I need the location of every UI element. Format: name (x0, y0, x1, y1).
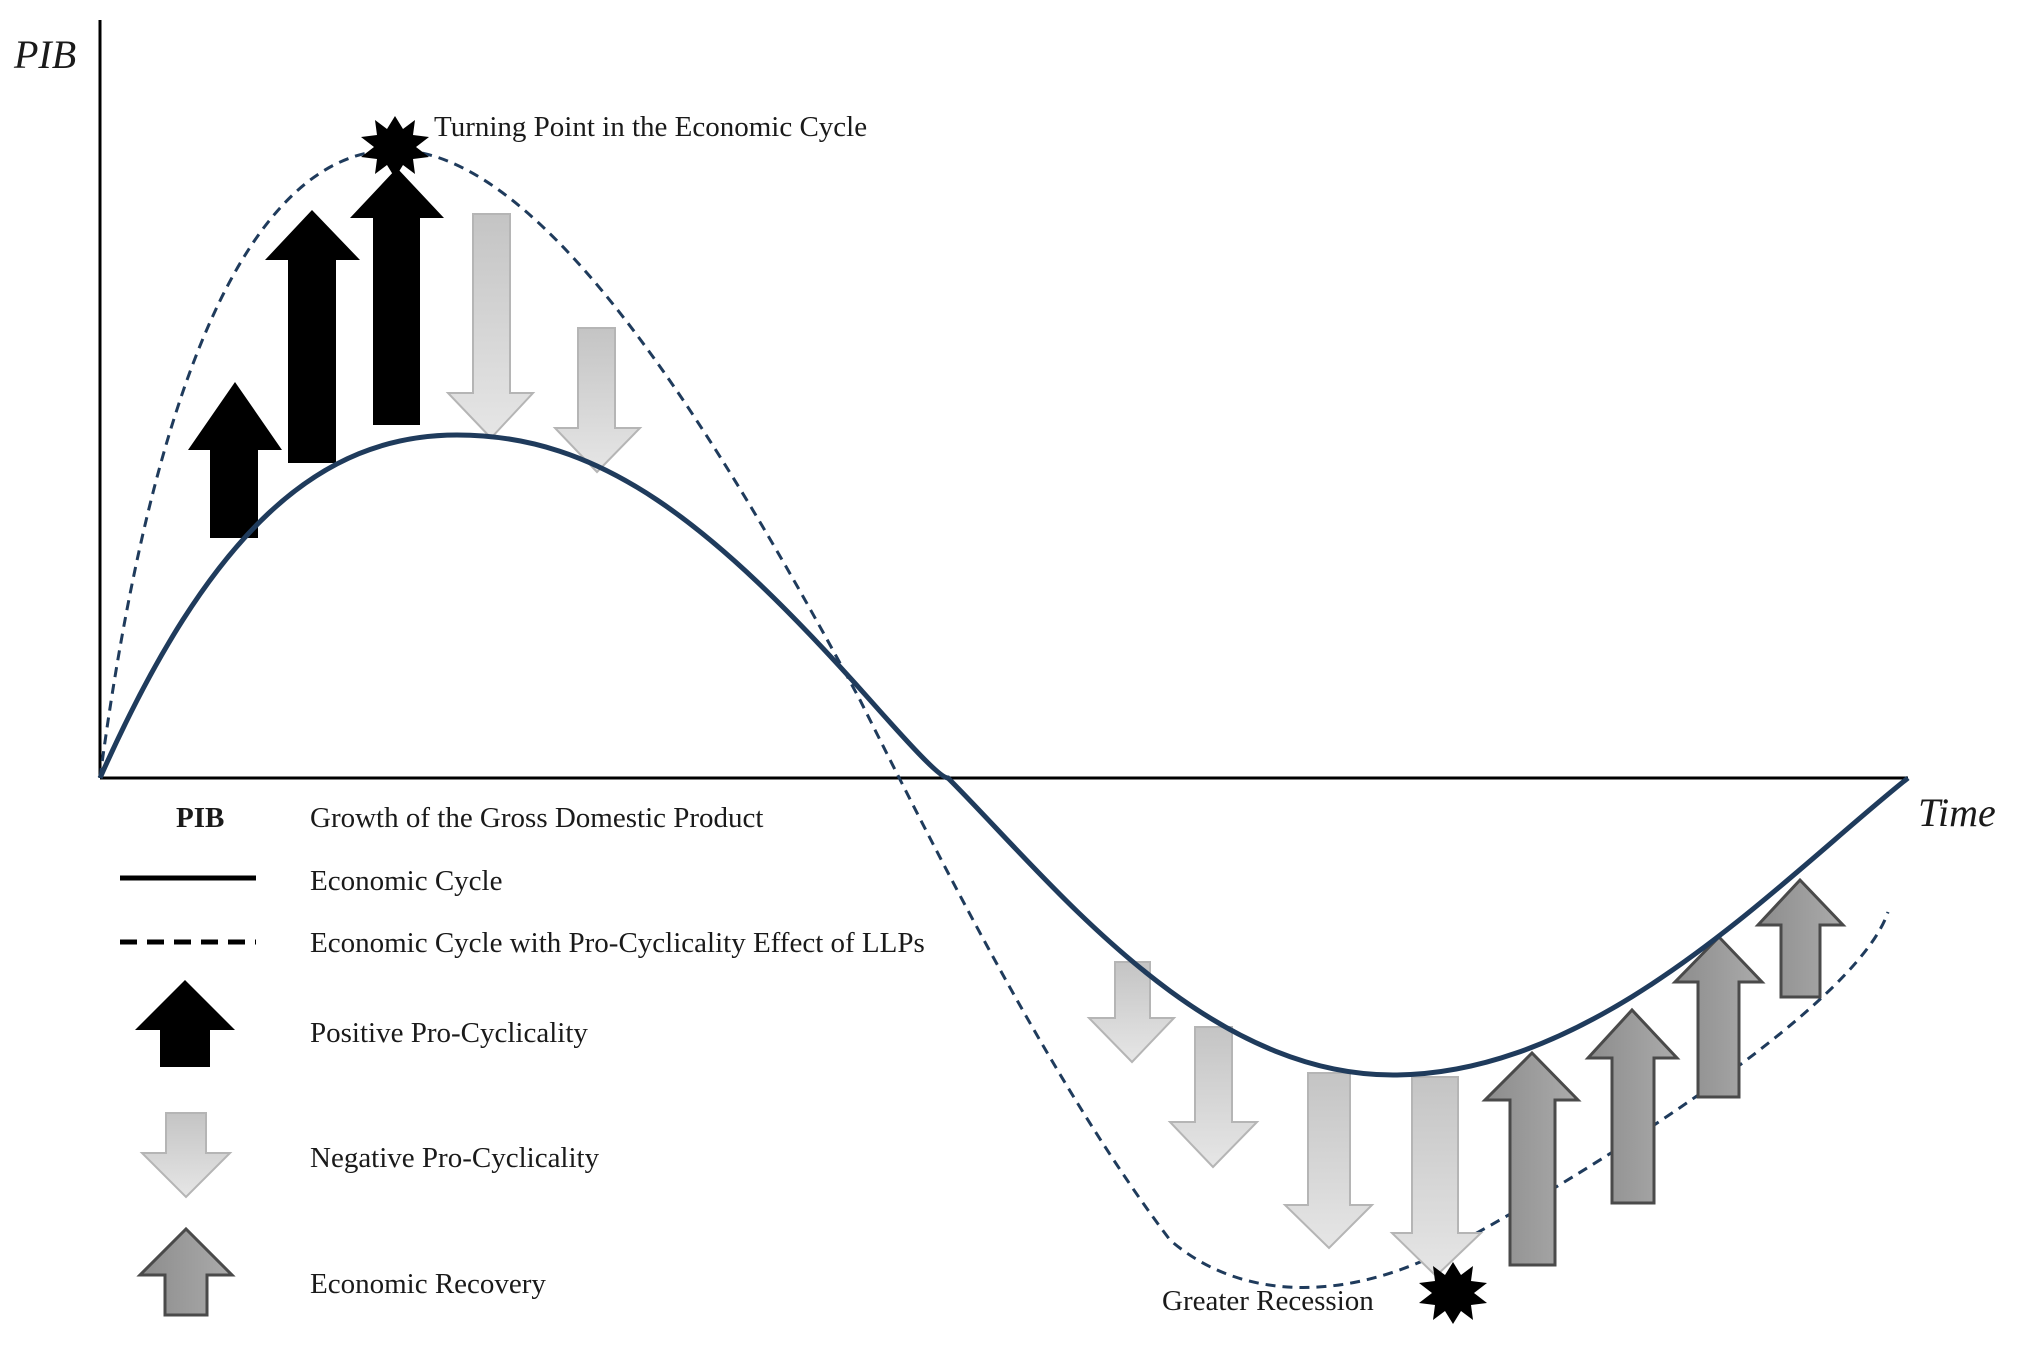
legend-pib-desc: Growth of the Gross Domestic Product (310, 802, 763, 834)
greater-recession-label: Greater Recession (1162, 1285, 1374, 1317)
legend-pib-key: PIB (176, 802, 224, 834)
positive-arrow (350, 168, 444, 425)
economic-cycle-llp-curve (98, 148, 1890, 1289)
negative-arrow (552, 327, 643, 474)
x-axis-title: Time (1918, 790, 1996, 835)
legend-positive-arrow-icon (135, 980, 235, 1067)
legend-economic-cycle-label: Economic Cycle (310, 865, 502, 897)
negative-arrow (445, 213, 536, 440)
legend-recovery-arrow-icon (136, 1226, 236, 1317)
recovery-arrow (1671, 934, 1766, 1099)
y-axis-title: PIB (13, 32, 76, 77)
negative-arrow (1167, 1026, 1260, 1169)
legend-positive-label: Positive Pro-Cyclicality (310, 1017, 588, 1049)
economic-cycle-curve (97, 432, 1910, 1078)
legend-negative-arrow-icon (139, 1112, 233, 1199)
negative-arrow (1389, 1076, 1484, 1278)
negative-arrow (1282, 1072, 1375, 1250)
legend-recovery-label: Economic Recovery (310, 1268, 546, 1300)
positive-arrow (265, 210, 360, 463)
greater-recession-burst-icon (1419, 1262, 1487, 1324)
legend-economic-cycle-llp-label: Economic Cycle with Pro-Cyclicality Effe… (310, 927, 925, 959)
negative-arrows (445, 213, 1484, 1278)
positive-arrows (188, 168, 444, 538)
legend-negative-label: Negative Pro-Cyclicality (310, 1142, 600, 1174)
recovery-arrow (1481, 1050, 1582, 1267)
turning-point-label: Turning Point in the Economic Cycle (434, 111, 867, 143)
legend: PIB Growth of the Gross Domestic Product… (120, 802, 925, 1317)
recovery-arrows (1481, 877, 1847, 1267)
recovery-arrow (1584, 1007, 1681, 1205)
recovery-arrow (1754, 877, 1847, 999)
positive-arrow (188, 382, 282, 538)
turning-point-burst-icon (361, 116, 429, 178)
negative-arrow (1086, 961, 1177, 1064)
